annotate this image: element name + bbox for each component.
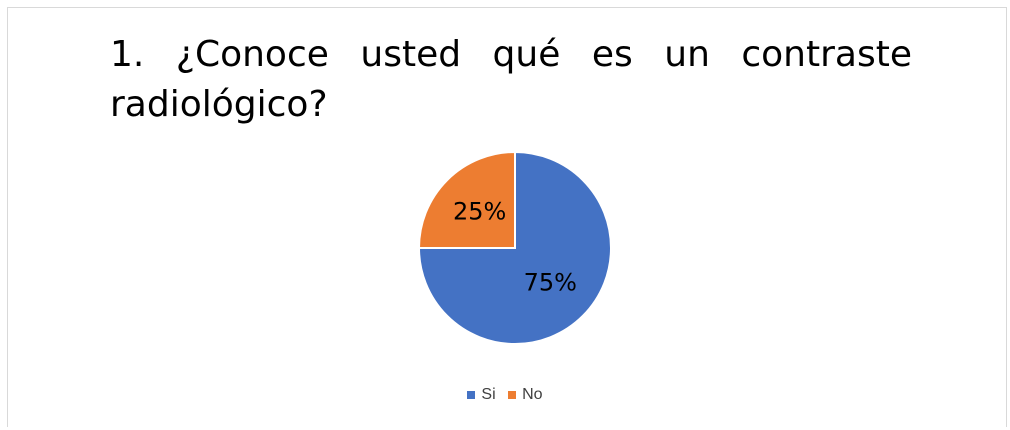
- data-label-si: 75%: [524, 268, 577, 296]
- chart-frame: [7, 7, 1007, 427]
- legend-swatch-si: [467, 391, 476, 399]
- pie-data-labels: 75% 25%: [453, 198, 577, 297]
- pie-slice-no: [417, 150, 516, 249]
- legend-swatch-no: [508, 391, 517, 399]
- legend-label-si: Si: [481, 386, 496, 403]
- legend: Si No: [0, 386, 1010, 404]
- legend-label-no: No: [522, 386, 543, 403]
- legend-item-no: No: [508, 386, 543, 404]
- pie-slice-si: [417, 150, 612, 345]
- data-label-no: 25%: [453, 198, 506, 226]
- pie-slices: [417, 150, 612, 345]
- chart-title: 1. ¿Conoce usted qué es un contraste rad…: [110, 34, 912, 125]
- legend-item-si: Si: [467, 386, 496, 404]
